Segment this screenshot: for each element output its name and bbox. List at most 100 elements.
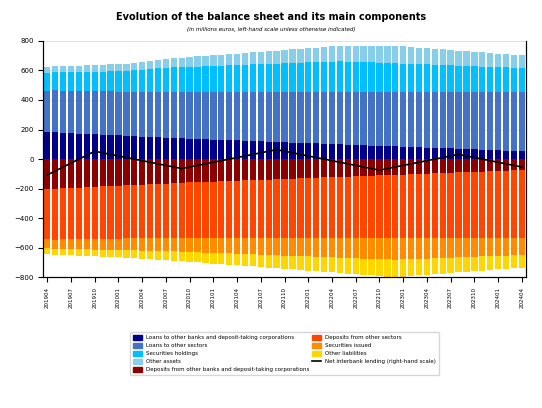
Bar bbox=[100, 159, 106, 186]
Bar bbox=[274, 64, 280, 92]
Bar bbox=[131, 251, 138, 258]
Bar bbox=[487, 150, 493, 159]
Bar bbox=[345, 144, 351, 159]
Bar bbox=[147, 69, 153, 92]
Bar bbox=[202, 159, 209, 182]
Bar bbox=[257, 238, 264, 255]
Bar bbox=[369, 176, 375, 238]
Bar bbox=[503, 92, 509, 151]
Bar bbox=[479, 92, 486, 150]
Bar bbox=[487, 159, 493, 171]
Bar bbox=[100, 250, 106, 257]
Bar bbox=[76, 249, 82, 255]
Bar bbox=[313, 238, 319, 257]
Bar bbox=[392, 63, 398, 92]
Bar bbox=[440, 238, 446, 258]
Bar bbox=[329, 62, 335, 92]
Bar bbox=[100, 71, 106, 91]
Bar bbox=[384, 92, 391, 146]
Bar bbox=[234, 181, 240, 238]
Bar bbox=[186, 92, 193, 139]
Legend: Loans to other banks and deposit-taking corporations, Loans to other sectors, Se: Loans to other banks and deposit-taking … bbox=[131, 332, 438, 375]
Bar bbox=[266, 180, 272, 238]
Bar bbox=[76, 159, 82, 188]
Bar bbox=[250, 180, 256, 238]
Bar bbox=[186, 159, 193, 182]
Bar bbox=[210, 140, 217, 159]
Bar bbox=[392, 159, 398, 175]
Bar bbox=[68, 91, 74, 133]
Bar bbox=[242, 159, 248, 180]
Bar bbox=[479, 238, 486, 257]
Bar bbox=[495, 92, 501, 150]
Bar bbox=[218, 66, 224, 92]
Bar bbox=[471, 238, 478, 257]
Bar bbox=[281, 50, 288, 63]
Bar bbox=[313, 159, 319, 178]
Bar bbox=[400, 259, 406, 277]
Bar bbox=[163, 251, 169, 260]
Bar bbox=[440, 148, 446, 159]
Bar bbox=[115, 186, 121, 239]
Bar bbox=[471, 257, 478, 271]
Bar bbox=[321, 257, 327, 272]
Bar bbox=[257, 64, 264, 92]
Bar bbox=[321, 177, 327, 238]
Bar bbox=[92, 134, 98, 159]
Bar bbox=[68, 133, 74, 159]
Bar bbox=[431, 173, 438, 238]
Bar bbox=[92, 239, 98, 250]
Bar bbox=[210, 92, 217, 140]
Bar bbox=[257, 52, 264, 64]
Bar bbox=[250, 254, 256, 266]
Bar bbox=[92, 187, 98, 239]
Bar bbox=[384, 146, 391, 159]
Bar bbox=[155, 137, 161, 159]
Bar bbox=[178, 238, 185, 252]
Bar bbox=[313, 62, 319, 92]
Bar bbox=[266, 159, 272, 180]
Bar bbox=[329, 47, 335, 62]
Bar bbox=[487, 256, 493, 270]
Bar bbox=[266, 255, 272, 268]
Bar bbox=[487, 92, 493, 150]
Bar bbox=[44, 67, 50, 73]
Bar bbox=[369, 159, 375, 176]
Bar bbox=[519, 68, 525, 92]
Bar bbox=[503, 238, 509, 255]
Bar bbox=[416, 92, 422, 147]
Bar bbox=[337, 144, 343, 159]
Bar bbox=[455, 238, 462, 257]
Bar bbox=[360, 62, 367, 92]
Bar bbox=[424, 174, 430, 238]
Bar bbox=[511, 68, 517, 92]
Bar bbox=[487, 67, 493, 92]
Bar bbox=[297, 159, 304, 178]
Bar bbox=[519, 238, 525, 255]
Bar bbox=[329, 238, 335, 257]
Bar bbox=[92, 91, 98, 134]
Bar bbox=[416, 64, 422, 92]
Bar bbox=[463, 159, 469, 172]
Bar bbox=[44, 73, 50, 91]
Bar bbox=[337, 46, 343, 61]
Bar bbox=[479, 67, 486, 92]
Bar bbox=[186, 182, 193, 238]
Bar bbox=[455, 149, 462, 159]
Bar bbox=[511, 92, 517, 151]
Bar bbox=[155, 159, 161, 184]
Bar bbox=[281, 92, 288, 142]
Bar bbox=[337, 92, 343, 144]
Bar bbox=[416, 48, 422, 64]
Bar bbox=[416, 147, 422, 159]
Bar bbox=[297, 178, 304, 238]
Bar bbox=[487, 53, 493, 67]
Bar bbox=[455, 173, 462, 238]
Bar bbox=[60, 249, 66, 255]
Bar bbox=[289, 49, 295, 63]
Bar bbox=[131, 63, 138, 70]
Bar bbox=[369, 238, 375, 259]
Bar bbox=[92, 250, 98, 257]
Bar bbox=[448, 159, 454, 173]
Bar bbox=[123, 186, 130, 238]
